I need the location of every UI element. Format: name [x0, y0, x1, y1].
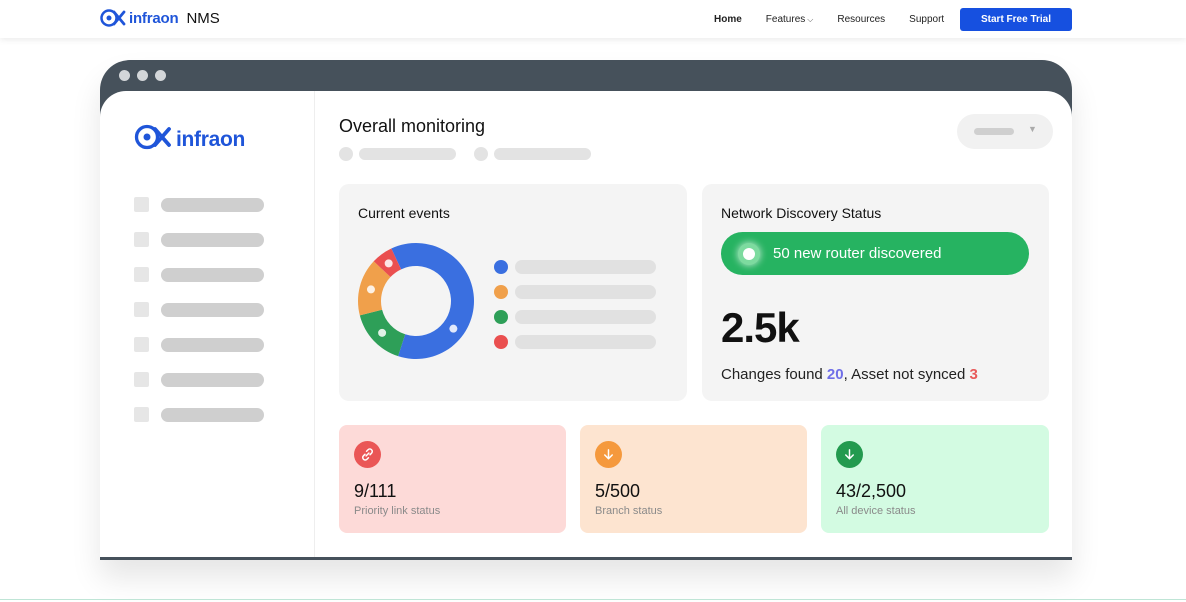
nav-links: Home Features ⌵ Resources Support [714, 14, 944, 25]
sidebar-item[interactable] [134, 397, 264, 432]
sidebar-logo: infraon [134, 123, 245, 156]
section-divider [0, 599, 1186, 600]
nav-support[interactable]: Support [909, 14, 945, 25]
legend-swatch [494, 259, 508, 274]
stat-label: Priority link status [354, 505, 441, 517]
sidebar-item[interactable] [134, 327, 264, 362]
card-title: Network Discovery Status [721, 205, 882, 221]
sidebar-item[interactable] [134, 187, 264, 222]
window-dots [119, 70, 173, 81]
menu-icon [134, 337, 149, 352]
menu-label-placeholder [161, 267, 264, 282]
placeholder-bar [359, 148, 456, 160]
events-legend [494, 254, 656, 354]
window-dot-icon [137, 70, 148, 81]
legend-label-placeholder [515, 284, 656, 299]
menu-label-placeholder [161, 337, 264, 352]
sidebar: infraon [100, 91, 315, 557]
events-donut-chart [358, 243, 474, 359]
menu-label-placeholder [161, 407, 264, 422]
menu-icon [134, 197, 149, 212]
current-events-card: Current events [339, 184, 687, 401]
placeholder-dot [474, 147, 488, 161]
legend-swatch [494, 334, 508, 349]
stat-label: Branch status [595, 505, 663, 517]
link-icon [354, 441, 381, 468]
legend-swatch [494, 284, 508, 299]
nav-home[interactable]: Home [714, 14, 742, 25]
device-stat-card[interactable]: 43/2,500 All device status [821, 425, 1049, 533]
changes-value: 20 [826, 366, 844, 383]
brand-suffix: NMS [186, 9, 220, 27]
discovery-count: 2.5k [721, 304, 800, 351]
brand-name: infraon [129, 9, 179, 27]
discovery-status-pill: 50 new router discovered [721, 232, 1029, 275]
sidebar-item[interactable] [134, 222, 264, 257]
donut-slice-marker [378, 328, 387, 337]
menu-label-placeholder [161, 232, 264, 247]
dashboard-screen: infraon Overall monitoring ▼ [100, 91, 1072, 557]
placeholder-dot [339, 147, 353, 161]
menu-icon [134, 407, 149, 422]
menu-icon [134, 372, 149, 387]
sidebar-logo-text: infraon [176, 127, 246, 151]
sidebar-item[interactable] [134, 362, 264, 397]
caret-down-icon: ▼ [1028, 124, 1037, 134]
legend-label-placeholder [515, 334, 656, 349]
menu-label-placeholder [161, 197, 264, 212]
sidebar-item[interactable] [134, 292, 264, 327]
stat-value: 5/500 [595, 481, 641, 501]
discovery-status-text: 50 new router discovered [773, 245, 942, 262]
dropdown-value-placeholder [974, 128, 1014, 135]
status-indicator-icon [738, 243, 760, 265]
asset-value: 3 [969, 366, 978, 383]
menu-icon [134, 232, 149, 247]
legend-label-placeholder [515, 259, 656, 274]
legend-item [494, 279, 656, 304]
network-discovery-card: Network Discovery Status 50 new router d… [702, 184, 1049, 401]
arrow-down-icon [595, 441, 622, 468]
stat-label: All device status [836, 505, 916, 517]
stat-value: 43/2,500 [836, 481, 907, 501]
changes-summary: Changes found 20, Asset not synced 3 [721, 366, 978, 383]
sidebar-menu [134, 187, 264, 432]
window-dot-icon [155, 70, 166, 81]
nav-resources[interactable]: Resources [837, 14, 886, 25]
menu-label-placeholder [161, 302, 264, 317]
infraon-logo-icon [134, 123, 172, 156]
filter-dropdown[interactable]: ▼ [957, 114, 1053, 149]
chevron-down-icon: ⌵ [807, 14, 814, 24]
menu-icon [134, 267, 149, 282]
subtitle-placeholder [339, 147, 591, 161]
donut-slice [391, 243, 474, 359]
browser-mockup: infraon Overall monitoring ▼ [100, 60, 1072, 560]
legend-swatch [494, 309, 508, 324]
changes-label: Changes found [721, 366, 827, 383]
infraon-logo-icon [100, 8, 126, 28]
start-free-trial-button[interactable]: Start Free Trial [960, 8, 1072, 31]
donut-slice-marker [449, 324, 458, 333]
legend-item [494, 329, 656, 354]
arrow-down-icon [836, 441, 863, 468]
donut-slice-marker [366, 285, 375, 294]
branch-stat-card[interactable]: 5/500 Branch status [580, 425, 807, 533]
asset-label: , Asset not synced [843, 366, 970, 383]
nav-features-label: Features [765, 14, 806, 25]
donut-slice-marker [384, 259, 393, 268]
sidebar-item[interactable] [134, 257, 264, 292]
nav-features[interactable]: Features ⌵ [766, 14, 814, 25]
page-title: Overall monitoring [339, 116, 486, 136]
legend-item [494, 254, 656, 279]
legend-item [494, 304, 656, 329]
menu-icon [134, 302, 149, 317]
menu-label-placeholder [161, 372, 264, 387]
card-title: Current events [358, 205, 450, 221]
window-dot-icon [119, 70, 130, 81]
brand[interactable]: infraon NMS [100, 8, 220, 28]
top-navbar: infraon NMS Home Features ⌵ Resources Su… [0, 0, 1186, 38]
legend-label-placeholder [515, 309, 656, 324]
stat-value: 9/111 [354, 481, 397, 501]
placeholder-bar [494, 148, 591, 160]
priority-link-stat-card[interactable]: 9/111 Priority link status [339, 425, 566, 533]
